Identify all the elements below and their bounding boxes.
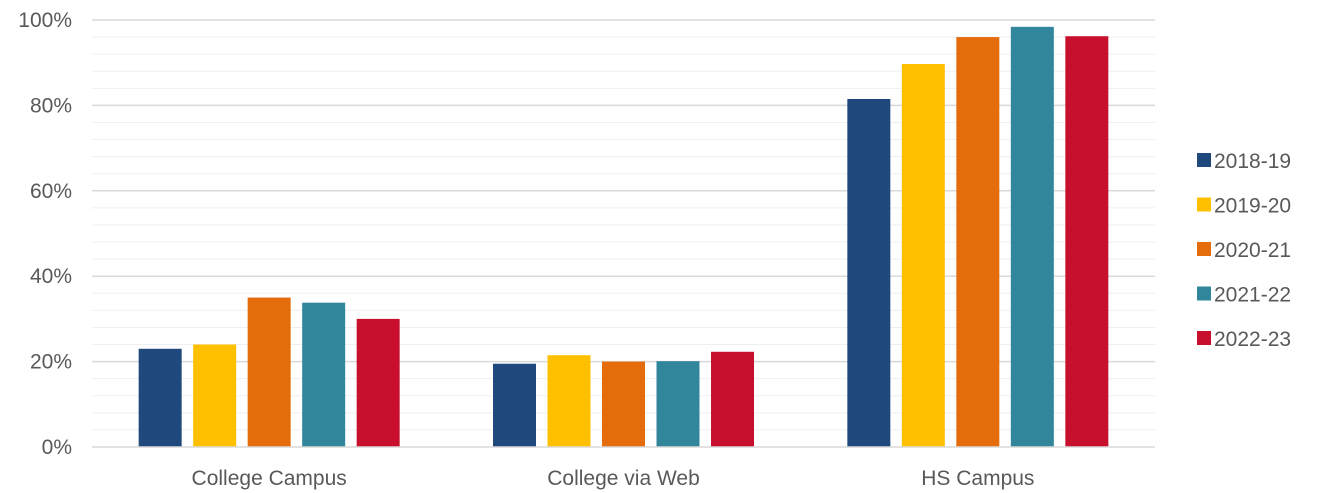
legend-swatch bbox=[1197, 153, 1211, 167]
bar-2021-22-college-campus bbox=[302, 302, 346, 447]
legend-label: 2022-23 bbox=[1214, 328, 1291, 351]
bar-2020-21-college-via-web bbox=[602, 361, 645, 447]
legend-item: 2020-21 bbox=[1197, 239, 1291, 262]
bar-2019-20-hs-campus bbox=[901, 63, 945, 448]
bar-2022-23-college-via-web bbox=[711, 351, 754, 447]
legend-label: 2020-21 bbox=[1214, 239, 1291, 262]
y-tick-label: 100% bbox=[18, 9, 72, 32]
bar-2018-19-college-via-web bbox=[493, 363, 536, 447]
legend-swatch bbox=[1197, 286, 1211, 301]
legend-label: 2021-22 bbox=[1214, 284, 1291, 307]
bar-2022-23-college-campus bbox=[356, 318, 400, 447]
bar-2019-20-college-via-web bbox=[547, 355, 591, 447]
bar-2020-21-hs-campus bbox=[956, 37, 1000, 447]
legend-item: 2018-19 bbox=[1197, 150, 1291, 173]
x-category-label: College via Web bbox=[547, 467, 700, 490]
legend: 2018-19 2019-20 2020-21 2021-22 2022-23 bbox=[1197, 150, 1291, 351]
legend-swatch bbox=[1197, 331, 1211, 345]
legend-swatch bbox=[1197, 197, 1211, 212]
bar-2021-22-hs-campus bbox=[1010, 26, 1054, 447]
y-axis-tick-labels: 0% 20% 40% 60% 80% 100% bbox=[18, 9, 72, 459]
y-tick-label: 20% bbox=[30, 351, 72, 374]
bar-2022-23-hs-campus bbox=[1065, 36, 1109, 447]
bar-series bbox=[138, 26, 1109, 448]
x-axis-category-labels: College Campus College via Web HS Campus bbox=[192, 467, 1035, 490]
bar-2021-22-college-via-web bbox=[656, 361, 700, 447]
y-tick-label: 60% bbox=[30, 180, 72, 203]
legend-item: 2021-22 bbox=[1197, 284, 1291, 307]
legend-swatch bbox=[1197, 242, 1211, 256]
y-tick-label: 80% bbox=[30, 94, 72, 117]
x-category-label: College Campus bbox=[192, 467, 347, 490]
y-tick-label: 40% bbox=[30, 265, 72, 288]
y-tick-label: 0% bbox=[42, 436, 72, 459]
bar-2019-20-college-campus bbox=[193, 344, 237, 447]
x-category-label: HS Campus bbox=[921, 467, 1034, 490]
legend-item: 2022-23 bbox=[1197, 328, 1291, 351]
bar-2020-21-college-campus bbox=[247, 297, 291, 447]
legend-label: 2019-20 bbox=[1214, 195, 1291, 218]
bar-2018-19-college-campus bbox=[138, 348, 182, 447]
bar-2018-19-hs-campus bbox=[847, 98, 891, 448]
legend-label: 2018-19 bbox=[1214, 150, 1291, 173]
legend-item: 2019-20 bbox=[1197, 195, 1291, 218]
